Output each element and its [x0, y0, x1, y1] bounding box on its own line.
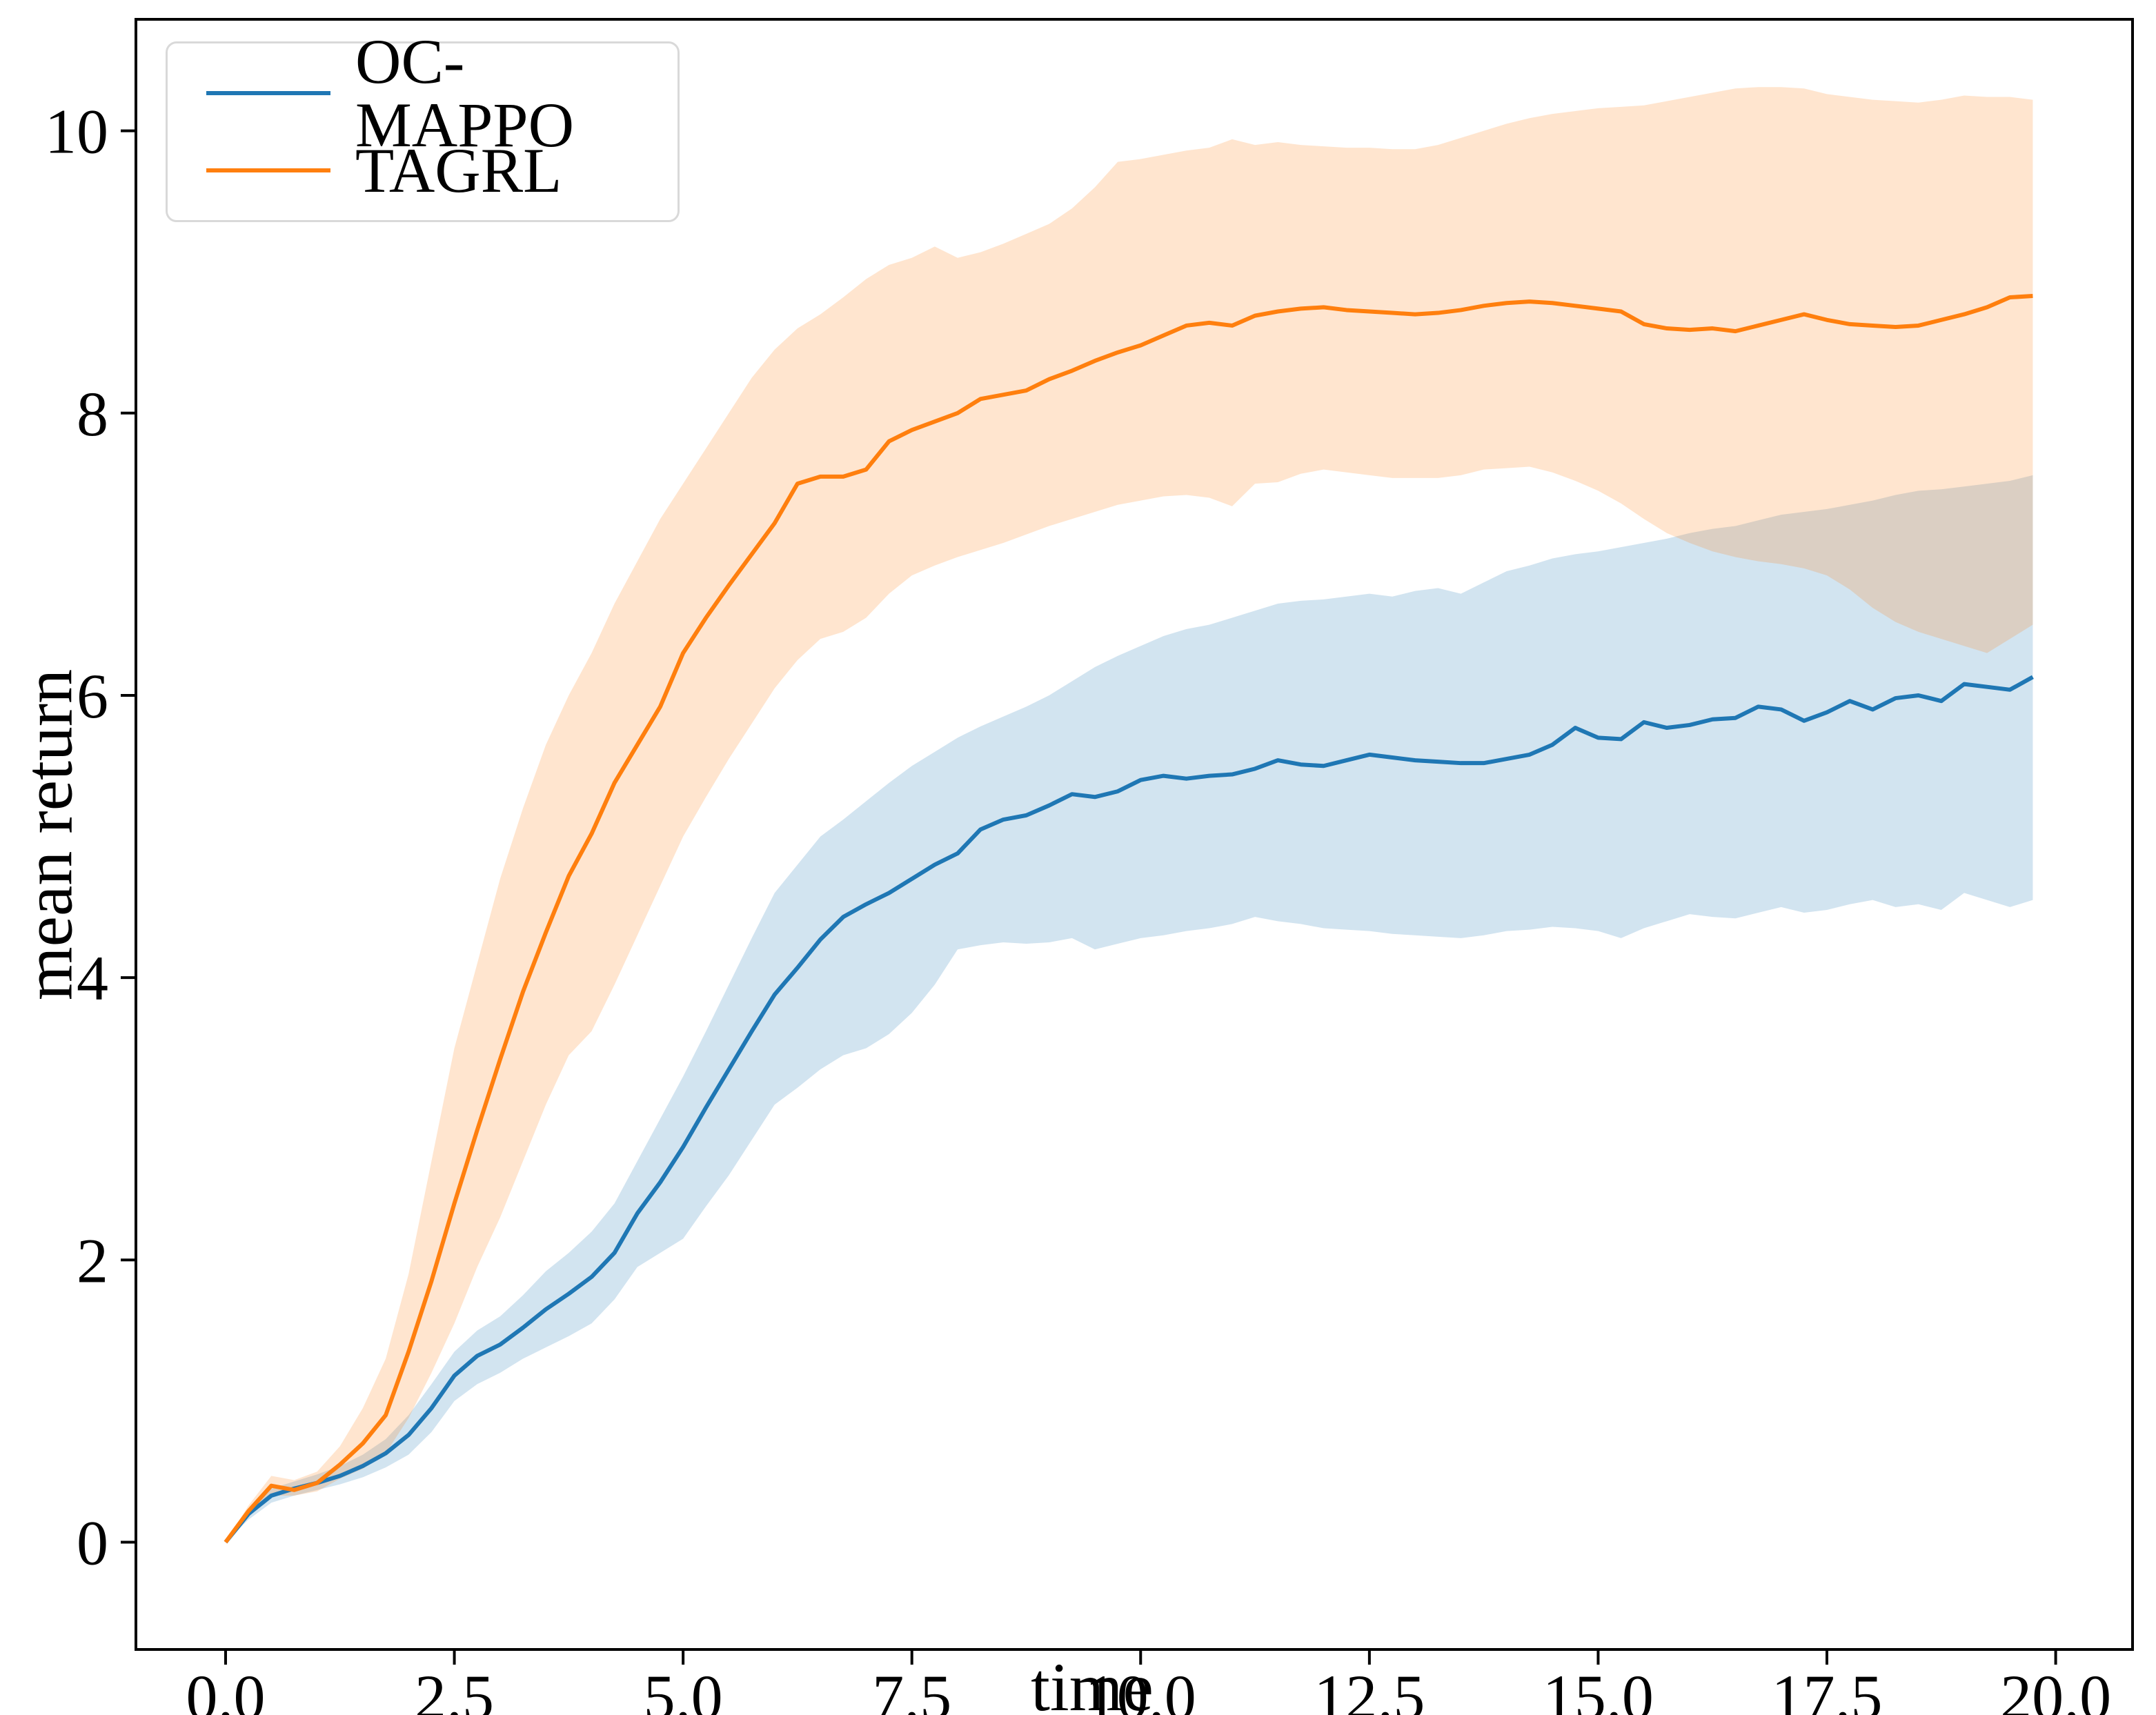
- x-tick-label: 20.0: [2000, 1662, 2111, 1715]
- tagrl-band: [225, 87, 2033, 1543]
- oc-mappo-band: [225, 475, 2033, 1543]
- y-axis-label: mean return: [10, 668, 87, 1001]
- x-tick-label: 10.0: [1085, 1662, 1196, 1715]
- x-tick-label: 12.5: [1314, 1662, 1425, 1715]
- oc-mappo-line-swatch: [206, 91, 330, 95]
- x-tick-label: 5.0: [644, 1662, 723, 1715]
- tagrl-line: [224, 293, 2033, 1544]
- legend: OC-MAPPO TAGRL: [166, 30, 680, 222]
- x-tick-label: 2.5: [415, 1662, 494, 1715]
- legend-label-tagrl: TAGRL: [355, 135, 562, 206]
- y-tick-label: 2: [77, 1225, 108, 1296]
- oc-mappo-line: [224, 675, 2034, 1544]
- y-tick-label: 6: [77, 661, 108, 731]
- y-tick-label: 4: [77, 943, 108, 1013]
- y-tick-label: 10: [45, 97, 108, 167]
- x-tick-label: 7.5: [872, 1662, 951, 1715]
- x-tick-label: 15.0: [1543, 1662, 1654, 1715]
- tagrl-line-swatch: [206, 168, 330, 172]
- legend-label-oc-mappo: OC-MAPPO: [355, 26, 575, 160]
- legend-item-oc-mappo: OC-MAPPO: [168, 30, 678, 157]
- legend-item-tagrl: TAGRL: [168, 136, 678, 205]
- x-tick-label: 17.5: [1772, 1662, 1883, 1715]
- plot-border: [135, 18, 2134, 1651]
- x-tick-label: 0.0: [186, 1662, 265, 1715]
- y-tick-label: 8: [77, 379, 108, 449]
- y-tick-label: 0: [77, 1508, 108, 1578]
- x-axis-label: time: [1031, 1649, 1154, 1715]
